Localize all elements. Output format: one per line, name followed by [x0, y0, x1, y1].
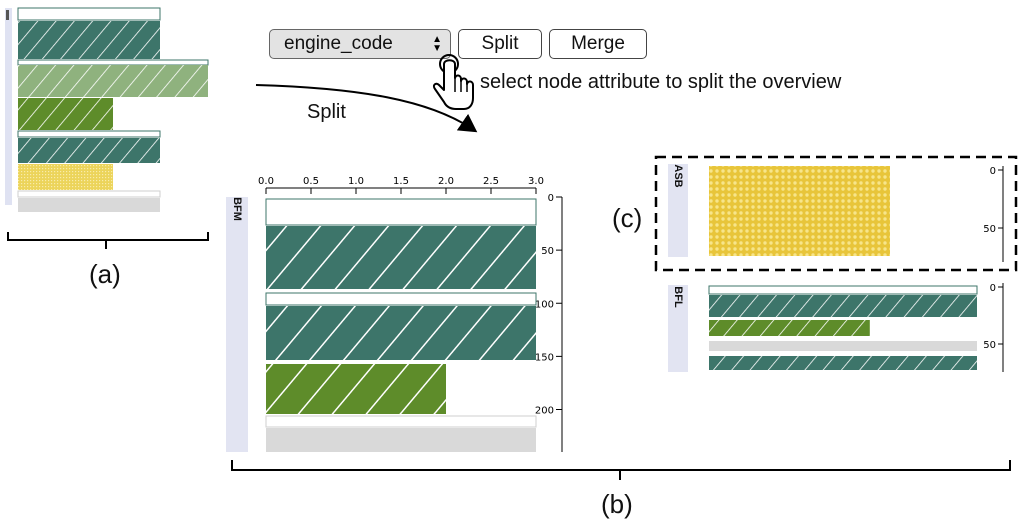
- panel-label-c: (c): [612, 203, 643, 233]
- attribute-select-value: engine_code: [284, 33, 393, 54]
- group-label-asb: ASB: [668, 164, 688, 257]
- group-label-bfm-text: BFM: [231, 197, 243, 221]
- y-tick-label: 200: [535, 406, 554, 417]
- bar-bfm-5: [265, 415, 537, 428]
- split-arrow: [255, 84, 478, 133]
- x-tick-label: 2.5: [483, 176, 499, 187]
- bar-asb-0-dots: [709, 166, 890, 256]
- overview-bar-3-hatch: [18, 65, 208, 97]
- bar-bfm-3-hatch: [266, 306, 536, 360]
- panel-label-b: (b): [601, 489, 633, 519]
- updown-arrows-icon: ▲ ▼: [432, 34, 442, 54]
- highlight-box-c: [654, 155, 1018, 272]
- bar-bfm-6: [266, 428, 536, 452]
- overview-bar-7: [18, 164, 113, 190]
- overview-bar-9: [18, 198, 160, 212]
- y-tick-label: 50: [983, 224, 996, 235]
- bar-bfm-4-hatch: [266, 364, 446, 414]
- overview-scrollbar[interactable]: [5, 8, 12, 205]
- bar-bfm-2: [265, 292, 537, 306]
- x-tick-label: 0.0: [258, 176, 274, 187]
- bar-bfl-2-hatch: [709, 320, 870, 336]
- bar-bfl-4-hatch: [709, 356, 977, 370]
- y-tick-label: 150: [535, 352, 554, 363]
- x-tick-label: 0.5: [303, 176, 319, 187]
- y-tick-label: 0: [990, 166, 996, 177]
- overview-bar-5: [17, 130, 161, 138]
- attribute-select[interactable]: engine_code ▲ ▼: [269, 29, 451, 59]
- x-tick-label: 2.0: [438, 176, 454, 187]
- x-tick-label: 1.5: [393, 176, 409, 187]
- split-button[interactable]: Split: [458, 29, 542, 59]
- bar-bfm-1-hatch: [266, 226, 536, 289]
- bar-bfl-3: [709, 341, 977, 351]
- group-label-bfm: BFM: [226, 197, 248, 452]
- bracket-b: [231, 460, 1011, 471]
- split-button-label: Split: [481, 33, 519, 54]
- overview-bar-6-hatch: [18, 138, 160, 163]
- split-chart-bfm: 0.0 0.5 1.0 1.5 2.0 2.5 3.0 0 50 100 150 200: [258, 176, 563, 452]
- group-label-bfl: BFL: [668, 285, 688, 372]
- y-tick-label: 50: [983, 340, 996, 351]
- group-label-bfl-text: BFL: [672, 286, 684, 308]
- y-tick-label: 0: [548, 193, 554, 204]
- y-tick-label: 50: [541, 246, 554, 257]
- instruction-hint: select node attribute to split the overv…: [480, 71, 842, 93]
- merge-button-label: Merge: [571, 33, 625, 54]
- group-label-asb-text: ASB: [672, 164, 684, 188]
- overview-bar-8: [17, 190, 161, 198]
- merge-button[interactable]: Merge: [549, 29, 647, 59]
- bar-bfl-0: [708, 285, 978, 295]
- overview-bar-4-hatch: [18, 98, 113, 130]
- overview-scroll-handle[interactable]: [6, 10, 9, 20]
- split-chart-asb: 0 50: [709, 166, 1004, 262]
- overview-bar-1-hatch: [18, 21, 160, 59]
- bracket-a: [7, 232, 209, 241]
- overview-bar-2: [17, 59, 209, 66]
- bar-bfl-1-hatch: [709, 295, 977, 317]
- x-tick-label: 1.0: [348, 176, 364, 187]
- overview-bar-0: [17, 7, 161, 21]
- bar-bfm-0: [265, 198, 537, 226]
- panel-label-a: (a): [89, 259, 121, 289]
- y-tick-label: 0: [990, 283, 996, 294]
- x-tick-label: 3.0: [528, 176, 544, 187]
- hand-pointer-icon: [432, 54, 474, 110]
- split-arrow-label: Split: [307, 101, 346, 123]
- y-tick-label: 100: [535, 299, 554, 310]
- overview-bars: [17, 7, 209, 212]
- split-chart-bfl: 0 50: [708, 283, 1004, 372]
- overview-thumbnail: [5, 7, 209, 212]
